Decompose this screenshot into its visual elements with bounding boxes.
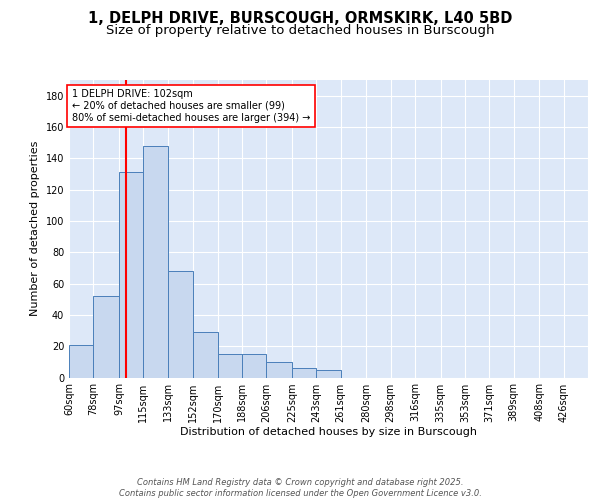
Bar	[143, 146, 167, 378]
Bar	[69, 344, 94, 378]
Text: 1 DELPH DRIVE: 102sqm
← 20% of detached houses are smaller (99)
80% of semi-deta: 1 DELPH DRIVE: 102sqm ← 20% of detached …	[72, 90, 310, 122]
Bar	[242, 354, 266, 378]
Bar	[218, 354, 242, 378]
Bar	[94, 296, 119, 378]
Bar	[119, 172, 143, 378]
Text: 1, DELPH DRIVE, BURSCOUGH, ORMSKIRK, L40 5BD: 1, DELPH DRIVE, BURSCOUGH, ORMSKIRK, L40…	[88, 11, 512, 26]
Bar	[167, 271, 193, 378]
X-axis label: Distribution of detached houses by size in Burscough: Distribution of detached houses by size …	[180, 428, 477, 438]
Bar	[193, 332, 218, 378]
Bar	[316, 370, 341, 378]
Bar	[292, 368, 316, 378]
Text: Size of property relative to detached houses in Burscough: Size of property relative to detached ho…	[106, 24, 494, 37]
Bar	[266, 362, 292, 378]
Text: Contains HM Land Registry data © Crown copyright and database right 2025.
Contai: Contains HM Land Registry data © Crown c…	[119, 478, 481, 498]
Y-axis label: Number of detached properties: Number of detached properties	[30, 141, 40, 316]
